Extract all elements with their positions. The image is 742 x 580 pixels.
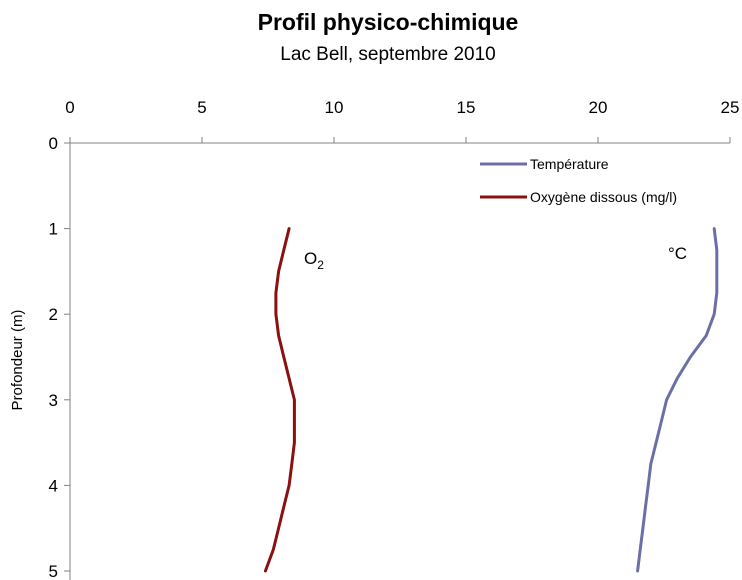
y-tick-label: 1 — [49, 220, 58, 239]
legend: Température Oxygène dissous (mg/l) — [480, 156, 677, 205]
oxygen-line — [263, 227, 296, 573]
temperature-line — [636, 227, 719, 573]
chart-subtitle: Lac Bell, septembre 2010 — [280, 44, 495, 65]
y-tick-label: 3 — [49, 391, 58, 410]
y-tick-label: 0 — [49, 134, 58, 153]
y-tick-label: 4 — [49, 476, 58, 495]
x-tick-label: 15 — [457, 98, 476, 117]
x-tick-label: 20 — [589, 98, 608, 117]
y-axis: 0 1 2 3 4 5 — [49, 134, 71, 580]
o2-annotation: O2 — [304, 249, 324, 272]
y-axis-label: Profondeur (m) — [9, 310, 26, 411]
x-tick-label: 0 — [65, 98, 74, 117]
x-tick-label: 25 — [721, 98, 740, 117]
series-annotations: O2 °C — [304, 244, 687, 272]
x-tick-label: 5 — [197, 98, 206, 117]
legend-label-oxygen: Oxygène dissous (mg/l) — [530, 189, 677, 205]
plot-area — [263, 227, 719, 573]
chart-title: Profil physico-chimique — [258, 9, 519, 35]
y-tick-label: 2 — [49, 305, 58, 324]
legend-label-temperature: Température — [530, 156, 609, 172]
y-tick-label: 5 — [49, 562, 58, 580]
x-tick-label: 10 — [325, 98, 344, 117]
temperature-annotation: °C — [668, 244, 687, 263]
x-axis: 0 5 10 15 20 25 — [65, 98, 740, 144]
